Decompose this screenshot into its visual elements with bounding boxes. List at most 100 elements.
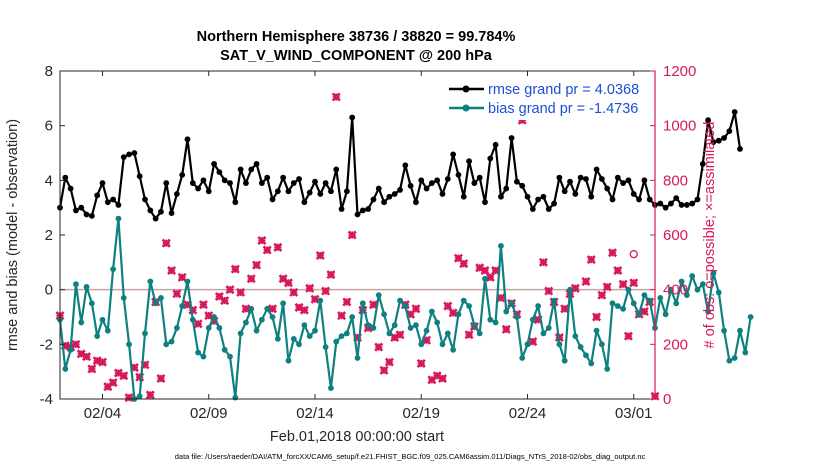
obs-assimilated-marker-76: [459, 259, 469, 269]
rmse-point-74: [450, 151, 457, 158]
rmse-point-119: [689, 200, 696, 207]
rmse-point-29: [211, 161, 217, 167]
rmse-point-18: [152, 215, 159, 222]
obs-assimilated-marker-5: [82, 352, 92, 362]
rmse-point-16: [142, 196, 148, 203]
obs-assimilated-marker-107: [623, 331, 633, 341]
bias-point-111: [646, 297, 653, 304]
bias-point-61: [381, 311, 387, 318]
x-axis-label: Feb.01,2018 00:00:00 start: [270, 429, 444, 445]
rmse-point-91: [540, 193, 547, 200]
obs-assimilated-marker-47: [305, 283, 315, 293]
bias-point-45: [296, 341, 302, 348]
bias-point-19: [158, 294, 164, 301]
rmse-point-26: [195, 185, 202, 192]
x-tick-label-3: 02/19: [402, 405, 440, 422]
bias-point-10: [110, 266, 117, 273]
obs-assimilated-marker-33: [230, 264, 240, 274]
obs-assimilated-marker-20: [161, 238, 171, 248]
bias-point-31: [221, 346, 228, 353]
bias-point-12: [120, 294, 127, 301]
bias-point-74: [450, 346, 457, 353]
rmse-point-53: [338, 206, 345, 212]
rmse-point-67: [413, 199, 419, 206]
legend-rmse-marker: [462, 85, 470, 93]
x-tick-label-1: 02/09: [190, 405, 228, 422]
rmse-point-37: [253, 161, 260, 167]
rmse-point-28: [205, 188, 212, 195]
obs-assimilated-marker-80: [480, 266, 490, 276]
rmse-point-85: [508, 135, 515, 141]
bias-point-30: [216, 325, 223, 331]
chart-subtitle: SAT_V_WIND_COMPONENT @ 200 hPa: [220, 48, 493, 64]
rmse-point-89: [529, 206, 536, 212]
bias-point-51: [328, 385, 334, 391]
rmse-point-69: [423, 185, 430, 192]
plot-area: [60, 71, 655, 399]
data-series: [57, 109, 754, 402]
rmse-point-83: [498, 193, 504, 200]
obs-assimilated-marker-53: [337, 311, 347, 321]
rmse-point-96: [567, 178, 573, 185]
bias-point-15: [136, 393, 143, 400]
rmse-point-71: [434, 177, 441, 184]
rmse-point-117: [678, 202, 685, 208]
obs-assimilated-marker-103: [602, 282, 612, 292]
rmse-point-107: [625, 177, 632, 184]
bias-point-93: [551, 297, 557, 304]
rmse-point-92: [545, 206, 552, 212]
obs-assimilated-marker-26: [193, 319, 203, 329]
obs-assimilated-marker-34: [236, 287, 246, 297]
rmse-point-45: [296, 176, 302, 182]
rmse-point-55: [349, 114, 356, 121]
bias-point-47: [306, 333, 313, 340]
obs-assimilated-marker-46: [299, 305, 309, 315]
x-tick-label-0: 02/04: [84, 405, 122, 422]
rmse-point-94: [556, 174, 563, 181]
rmse-point-47: [306, 189, 313, 196]
rmse-point-80: [482, 199, 488, 206]
obs-assimilated-marker-101: [592, 312, 602, 322]
rmse-point-78: [471, 180, 478, 186]
rmse-point-105: [614, 174, 621, 181]
x-axis: 02/04 02/09 02/14 02/19 02/24 03/01: [84, 71, 653, 422]
rmse-point-59: [370, 196, 377, 203]
bias-point-77: [466, 303, 472, 309]
rmse-point-36: [248, 166, 255, 173]
bias-point-40: [269, 314, 276, 320]
rmse-point-5: [83, 211, 90, 218]
bias-point-42: [280, 300, 287, 307]
rmse-point-95: [561, 188, 568, 195]
bias-point-35: [243, 319, 249, 326]
bias-point-38: [258, 316, 265, 323]
rmse-point-19: [158, 208, 164, 215]
bias-point-36: [248, 305, 255, 312]
bias-point-81: [487, 316, 494, 323]
obs-assimilated-marker-51: [326, 270, 336, 280]
rmse-point-35: [243, 180, 249, 186]
bias-point-66: [407, 325, 414, 331]
bias-point-87: [519, 355, 526, 361]
obs-assimilated-marker-41: [273, 242, 283, 252]
rmse-point-66: [407, 182, 414, 189]
bias-point-90: [535, 303, 542, 309]
obs-assimilated-marker-97: [570, 283, 580, 293]
rmse-point-108: [630, 191, 637, 197]
rmse-point-87: [519, 182, 526, 189]
rmse-point-43: [285, 188, 292, 195]
obs-assimilated-marker-19: [156, 373, 166, 384]
bias-point-4: [78, 319, 85, 326]
y-axis-right-label: # of obs: o=possible; ×=assimilated: [702, 122, 718, 349]
bias-point-94: [556, 341, 563, 348]
rmse-point-10: [110, 196, 117, 203]
obs-assimilated-marker-92: [544, 286, 554, 296]
bias-point-89: [529, 316, 536, 323]
bias-point-95: [561, 357, 568, 364]
bias-point-123: [710, 270, 717, 277]
rmse-point-4: [78, 204, 85, 211]
bias-point-2: [67, 346, 74, 353]
rmse-point-125: [721, 135, 727, 141]
bias-point-128: [737, 327, 743, 334]
bias-point-52: [333, 338, 340, 345]
